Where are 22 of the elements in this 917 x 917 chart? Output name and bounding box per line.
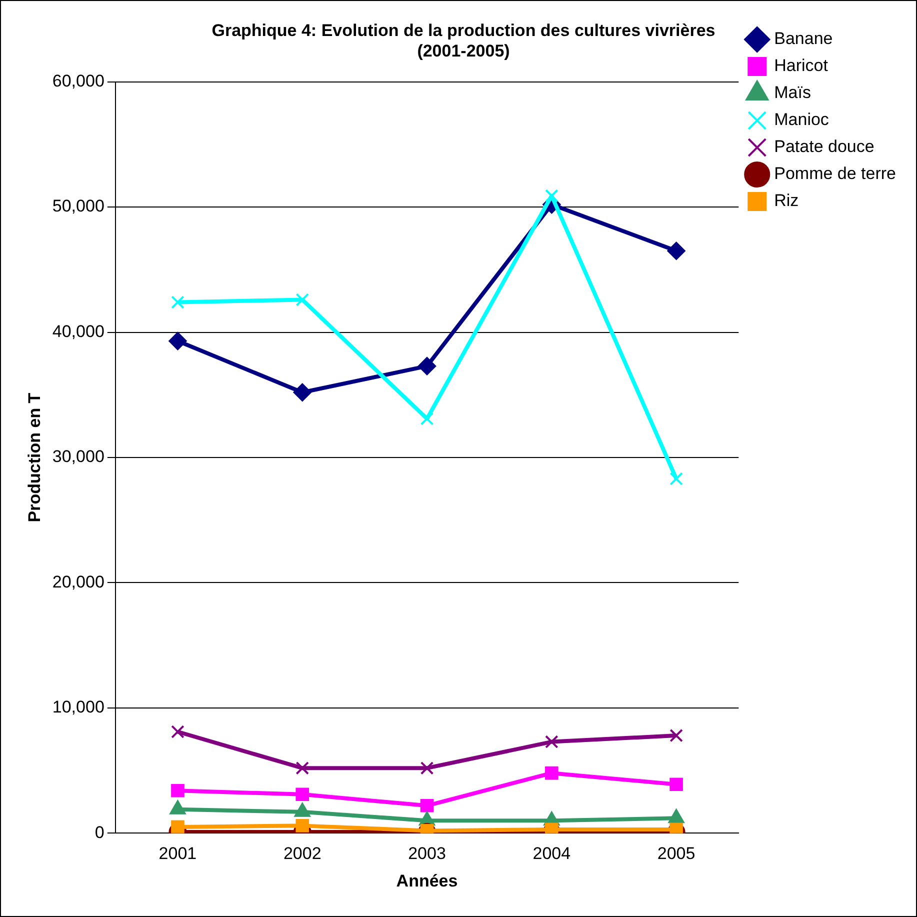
y-tick-label: 60,000 <box>52 71 104 90</box>
legend-label: Riz <box>774 191 799 210</box>
x-tick-label: 2004 <box>532 844 571 864</box>
chart-title: Graphique 4: Evolution de la production des cultures vivrières (2001-2005) <box>212 20 716 60</box>
y-tick-label: 10,000 <box>52 698 104 717</box>
y-tick-label: 50,000 <box>52 196 104 216</box>
legend-label: Patate douce <box>774 137 874 156</box>
x-tick-label: 2002 <box>283 844 322 864</box>
y-tick-label: 20,000 <box>52 572 104 592</box>
legend-label: Pomme de terre <box>774 164 896 184</box>
legend-label: Manioc <box>774 110 830 130</box>
y-tick-label: 30,000 <box>52 447 104 466</box>
x-tick-label: 2005 <box>657 844 696 864</box>
legend-label: Maïs <box>774 83 811 102</box>
y-axis-title: Production en T <box>24 392 44 522</box>
y-tick-label: 0 <box>94 822 104 842</box>
y-tick-label: 40,000 <box>52 322 104 341</box>
x-tick-label: 2003 <box>408 844 446 864</box>
legend-label: Haricot <box>774 56 828 76</box>
legend-label: Banane <box>774 29 833 48</box>
x-axis-title: Années <box>396 871 458 890</box>
x-tick-label: 2001 <box>158 844 197 864</box>
